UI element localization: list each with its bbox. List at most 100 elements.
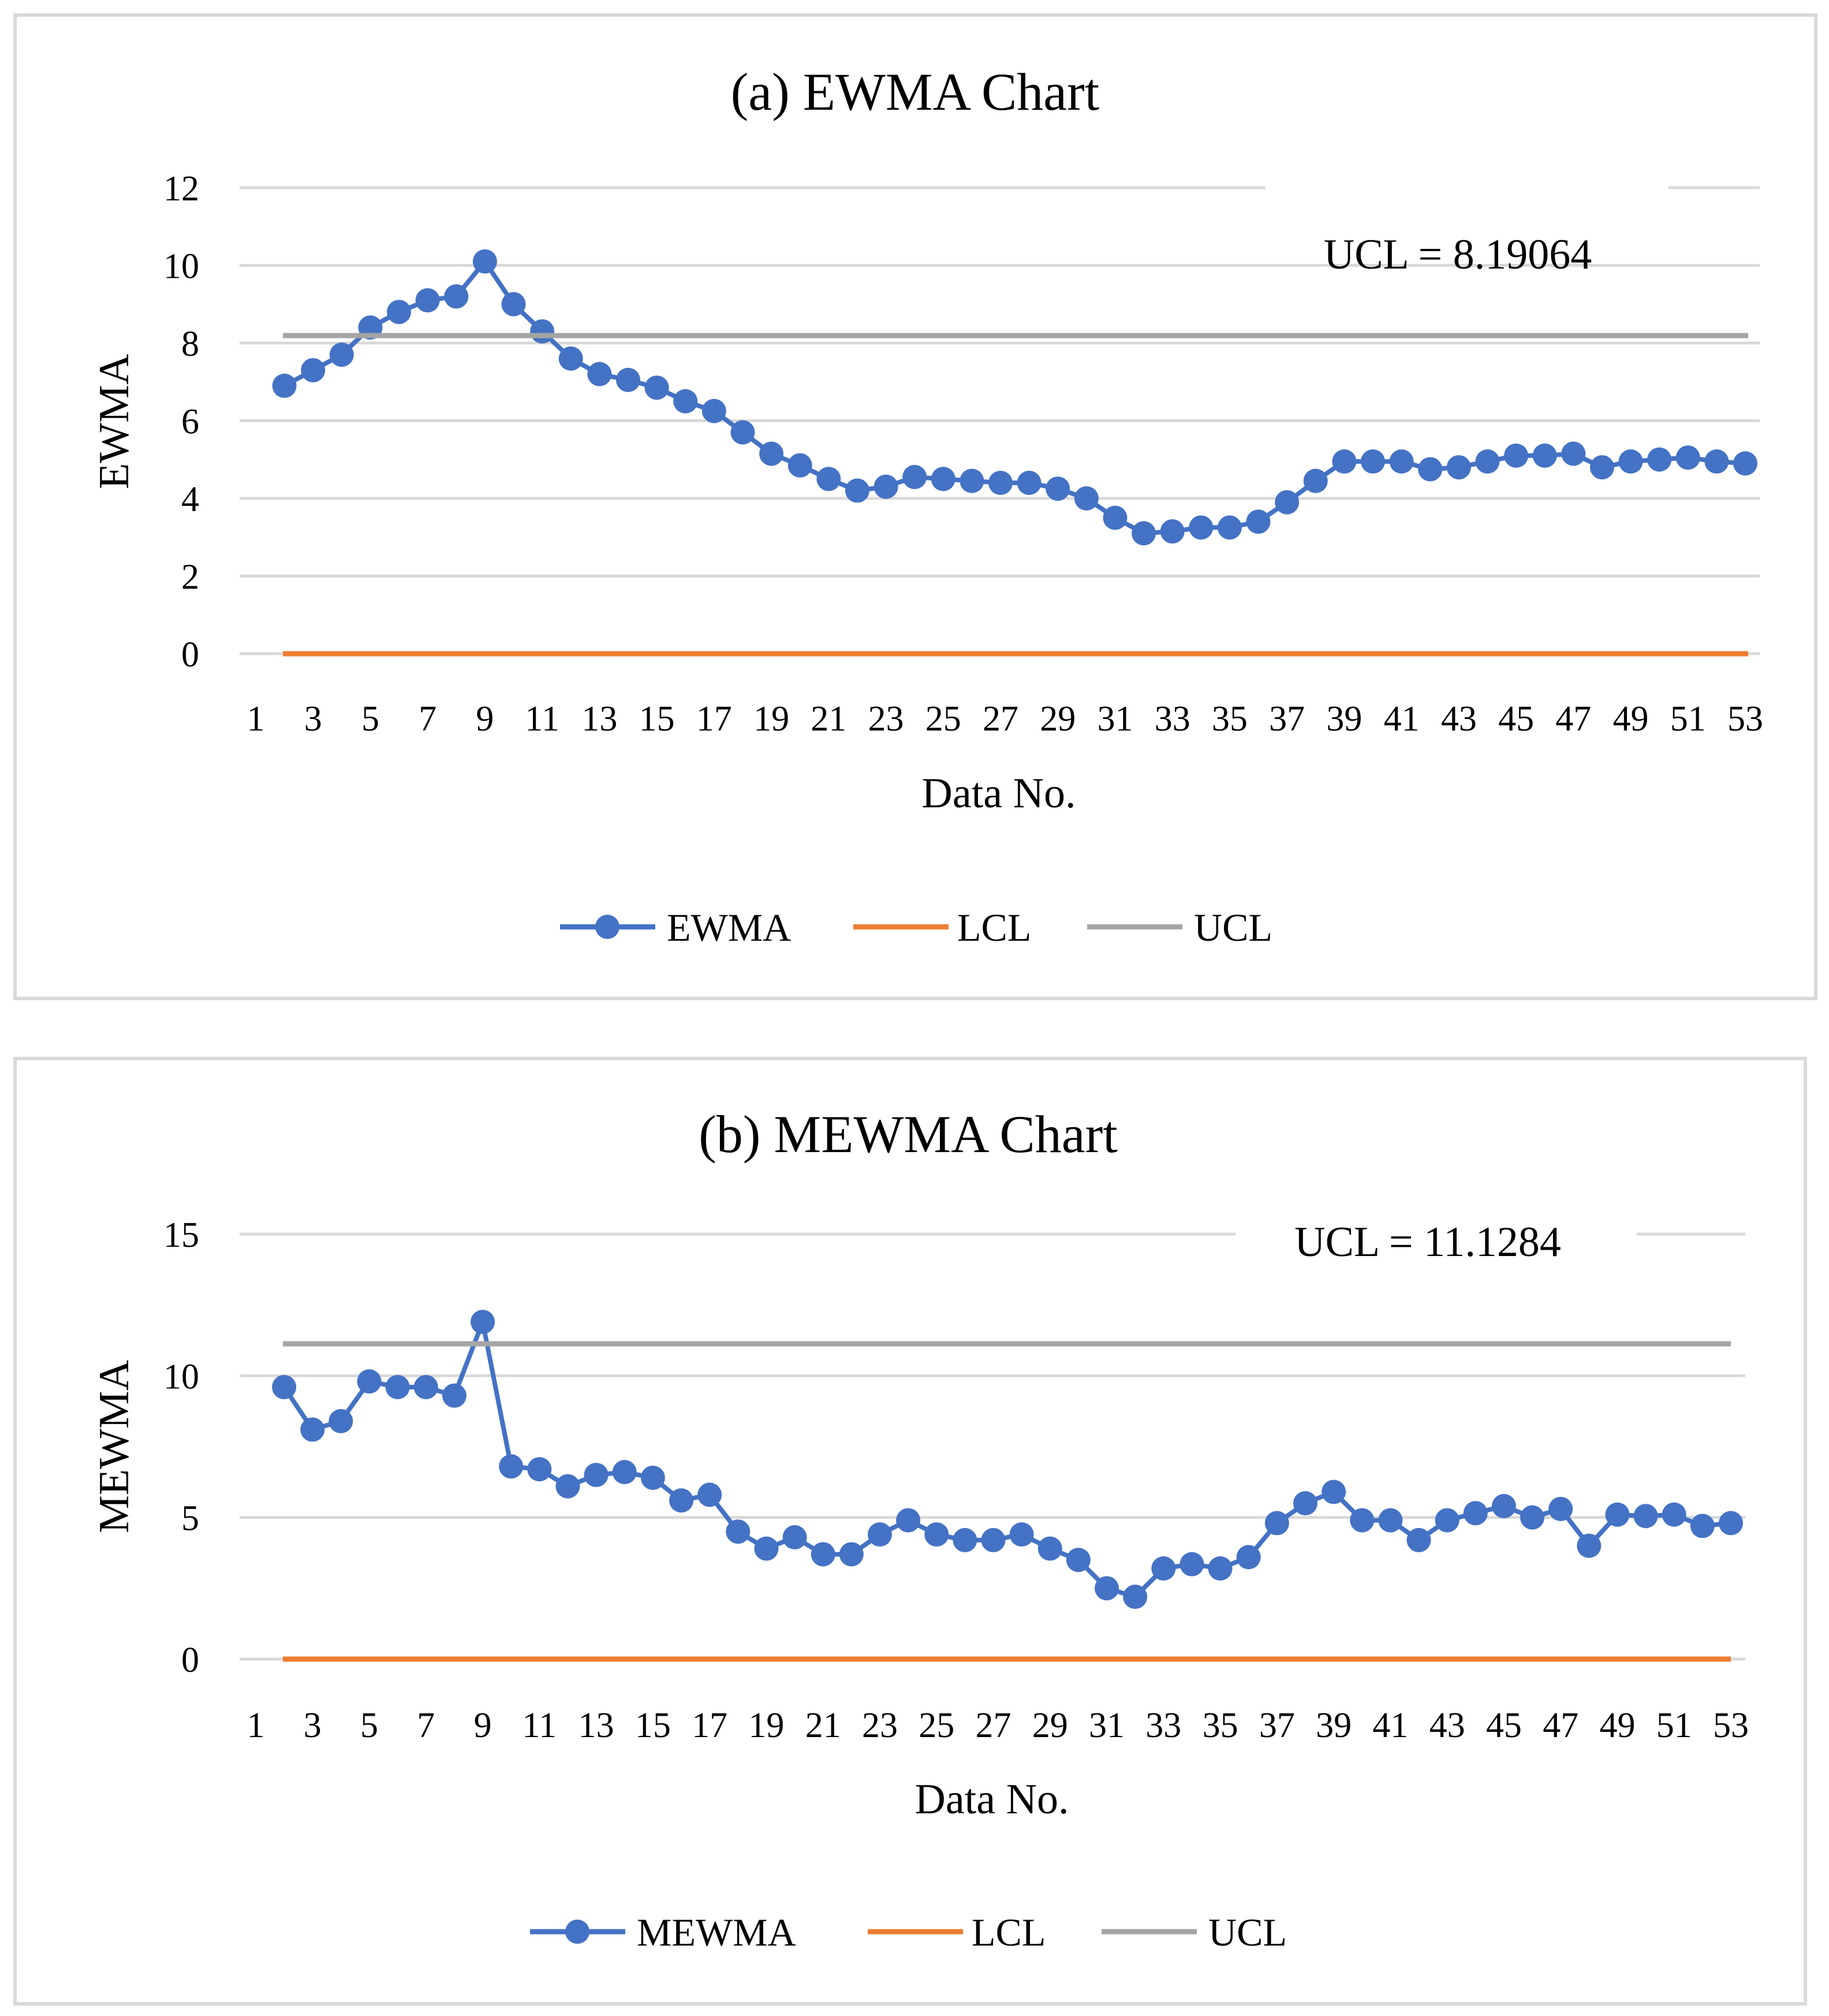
ewma-point <box>902 465 927 490</box>
mewma-point <box>1066 1548 1091 1572</box>
mewma-point <box>329 1408 353 1433</box>
mewma-point <box>924 1522 949 1547</box>
x-tick-label: 43 <box>1441 699 1477 739</box>
mewma-point <box>442 1383 466 1408</box>
chart-a-y-axis-title: EWMA <box>91 354 138 489</box>
ewma-point <box>1074 486 1099 510</box>
legend-label-ewma: EWMA <box>667 905 791 949</box>
mewma-point <box>839 1542 864 1567</box>
ewma-point <box>1046 476 1070 501</box>
mewma-point <box>1577 1533 1602 1558</box>
y-tick-label: 0 <box>181 1641 199 1680</box>
mewma-point <box>1406 1527 1431 1552</box>
mewma-point <box>1548 1496 1573 1521</box>
mewma-point <box>669 1488 694 1513</box>
x-tick-label: 31 <box>1089 1706 1125 1745</box>
chart-b-legend: MEWMA LCL UCL <box>530 1910 1287 1954</box>
x-tick-label: 5 <box>360 1706 378 1745</box>
ewma-point <box>1332 449 1357 474</box>
ewma-point <box>558 346 583 371</box>
ewma-point <box>444 284 469 309</box>
legend-label-lcl: LCL <box>972 1910 1046 1954</box>
ewma-point <box>1475 449 1500 474</box>
legend-label-ucl: UCL <box>1208 1910 1287 1954</box>
ewma-point <box>1217 515 1242 540</box>
x-tick-label: 29 <box>1032 1706 1068 1745</box>
mewma-point <box>1350 1508 1375 1533</box>
mewma-point <box>1208 1556 1233 1581</box>
x-tick-label: 1 <box>247 1706 265 1745</box>
x-tick-label: 13 <box>581 699 617 739</box>
ewma-point <box>415 288 440 313</box>
mewma-point <box>1293 1491 1317 1516</box>
mewma-point <box>726 1519 751 1544</box>
ewma-point <box>874 474 898 499</box>
ewma-point <box>1246 509 1271 534</box>
ewma-point <box>931 467 955 491</box>
x-tick-label: 29 <box>1040 699 1076 739</box>
ewma-point <box>301 358 326 383</box>
ewma-point <box>1389 449 1414 474</box>
mewma-point <box>357 1369 382 1394</box>
mewma-point <box>272 1374 297 1399</box>
y-tick-label: 6 <box>181 403 199 442</box>
x-tick-label: 49 <box>1599 1706 1635 1745</box>
ewma-point <box>1103 505 1128 530</box>
x-tick-label: 15 <box>635 1706 671 1745</box>
mewma-point <box>300 1417 325 1442</box>
x-tick-label: 21 <box>811 699 846 739</box>
x-tick-label: 9 <box>474 1706 492 1745</box>
x-tick-label: 53 <box>1713 1706 1749 1745</box>
x-tick-label: 23 <box>862 1706 898 1745</box>
x-tick-label: 25 <box>919 1706 954 1745</box>
ewma-point <box>1647 447 1672 472</box>
ewma-point <box>272 373 297 398</box>
x-tick-label: 45 <box>1498 699 1534 739</box>
ewma-point <box>1704 449 1729 474</box>
y-tick-label: 8 <box>181 325 199 364</box>
ewma-point <box>387 300 412 325</box>
mewma-point <box>1520 1505 1545 1530</box>
mewma-point <box>1690 1514 1715 1538</box>
x-tick-label: 41 <box>1372 1706 1408 1745</box>
mewma-point <box>499 1454 524 1479</box>
x-tick-label: 13 <box>578 1706 614 1745</box>
mewma-point <box>1151 1556 1176 1581</box>
mewma-point <box>1463 1501 1488 1526</box>
ewma-point <box>1733 451 1757 476</box>
legend-marker-mewma <box>565 1920 589 1944</box>
x-tick-label: 39 <box>1316 1706 1352 1745</box>
ewma-point <box>816 467 841 491</box>
x-tick-label: 33 <box>1155 699 1190 739</box>
ewma-point <box>1189 515 1214 540</box>
x-tick-label: 11 <box>522 1706 557 1745</box>
x-tick-label: 47 <box>1543 1706 1578 1745</box>
legend-marker-ewma <box>595 915 619 939</box>
ewma-point <box>1361 449 1385 474</box>
ewma-point <box>1275 490 1300 515</box>
mewma-point <box>754 1536 779 1561</box>
x-tick-label: 15 <box>639 699 675 739</box>
mewma-point <box>1095 1576 1119 1601</box>
x-tick-label: 53 <box>1727 699 1763 739</box>
y-tick-label: 4 <box>181 480 199 519</box>
mewma-point <box>385 1374 410 1399</box>
x-tick-label: 7 <box>417 1706 435 1745</box>
x-tick-label: 19 <box>748 1706 784 1745</box>
chart-b-y-axis-title: MEWMA <box>91 1360 138 1533</box>
mewma-point <box>1719 1511 1743 1536</box>
x-tick-label: 27 <box>983 699 1018 739</box>
mewma-point <box>1264 1511 1289 1536</box>
mewma-point <box>1123 1585 1148 1609</box>
mewma-point <box>1378 1508 1403 1533</box>
mewma-point <box>782 1525 807 1550</box>
x-tick-label: 21 <box>805 1706 841 1745</box>
mewma-point <box>527 1457 552 1482</box>
mewma-point <box>1491 1494 1516 1519</box>
mewma-point <box>1236 1545 1261 1570</box>
ewma-point <box>644 375 669 400</box>
mewma-point <box>1662 1502 1686 1527</box>
x-tick-label: 49 <box>1613 699 1649 739</box>
